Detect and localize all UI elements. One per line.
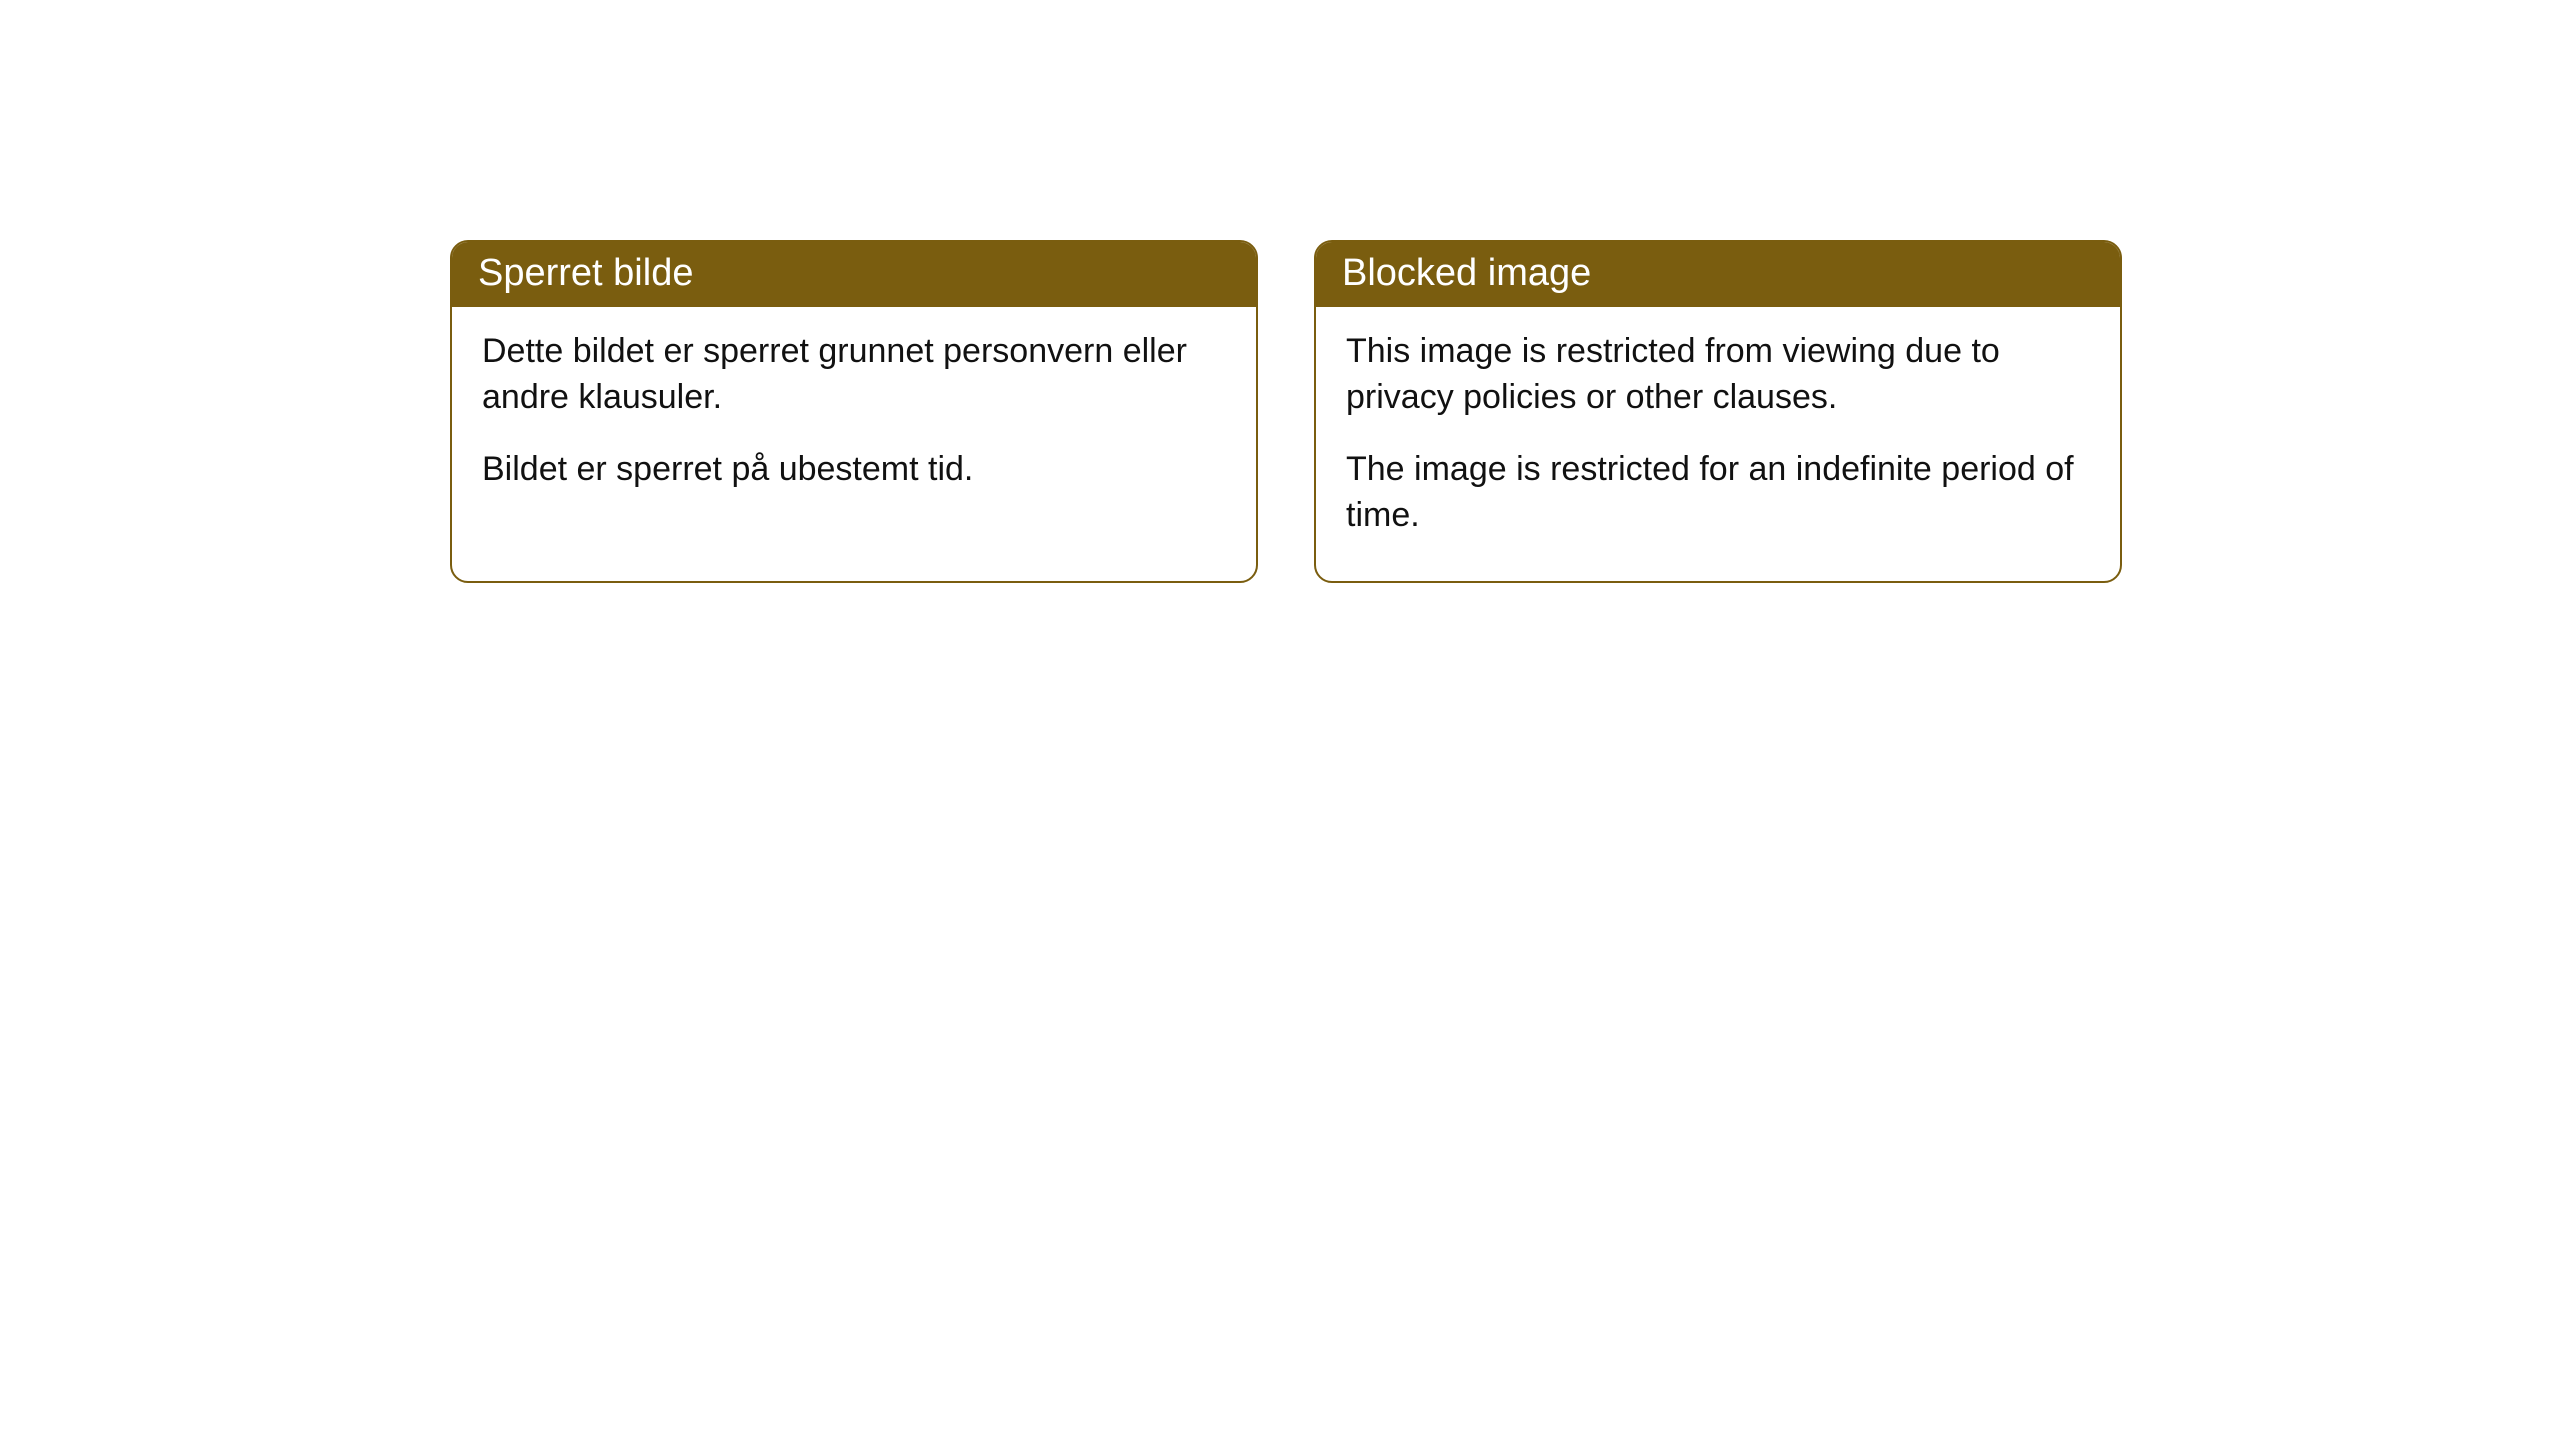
notice-card-norwegian: Sperret bilde Dette bildet er sperret gr… (450, 240, 1258, 583)
notice-body: Dette bildet er sperret grunnet personve… (452, 307, 1256, 535)
notice-body: This image is restricted from viewing du… (1316, 307, 2120, 581)
notice-card-english: Blocked image This image is restricted f… (1314, 240, 2122, 583)
notice-paragraph: This image is restricted from viewing du… (1346, 329, 2090, 421)
notice-paragraph: The image is restricted for an indefinit… (1346, 447, 2090, 539)
notice-paragraph: Bildet er sperret på ubestemt tid. (482, 447, 1226, 493)
notice-paragraph: Dette bildet er sperret grunnet personve… (482, 329, 1226, 421)
notice-header: Sperret bilde (452, 242, 1256, 307)
notice-cards-row: Sperret bilde Dette bildet er sperret gr… (450, 240, 2122, 583)
notice-header: Blocked image (1316, 242, 2120, 307)
